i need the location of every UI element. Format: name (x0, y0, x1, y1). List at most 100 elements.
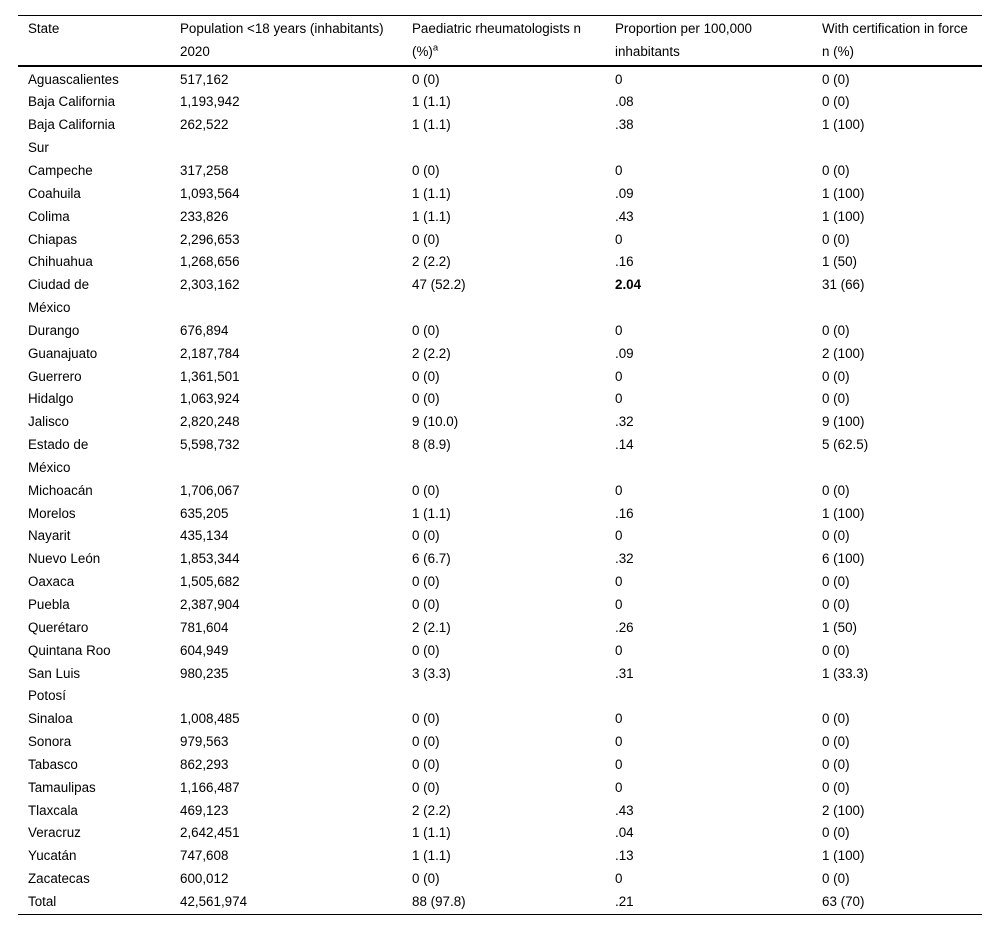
cell-proportion: 0 (615, 528, 623, 544)
cell-state: Durango (28, 322, 80, 338)
cell-state: Guanajuato (28, 345, 98, 361)
cell-state: Yucatán (28, 848, 77, 864)
table-row: Aguascalientes 517,162 0 (0) 0 0 (0) (18, 66, 982, 92)
table-row: Tabasco 862,293 0 (0) 0 0 (0) (18, 754, 982, 777)
cell-certification: 0 (0) (822, 734, 850, 750)
cell-certification: 0 (0) (822, 756, 850, 772)
cell-certification: 0 (0) (822, 322, 850, 338)
cell-certification: 2 (100) (822, 802, 865, 818)
table-row: Tlaxcala 469,123 2 (2.2) .43 2 (100) (18, 800, 982, 823)
cell-certification: 0 (0) (822, 574, 850, 590)
table-row: Yucatán 747,608 1 (1.1) .13 1 (100) (18, 845, 982, 868)
table-row: Guerrero 1,361,501 0 (0) 0 0 (0) (18, 366, 982, 389)
cell-population: 233,826 (180, 208, 229, 224)
cell-proportion: 0 (615, 779, 623, 795)
cell-state: Sinaloa (28, 711, 73, 727)
cell-rheumatologists: 0 (0) (412, 368, 440, 384)
cell-certification: 2 (100) (822, 345, 865, 361)
table-row: Guanajuato 2,187,784 2 (2.2) .09 2 (100) (18, 343, 982, 366)
cell-rheumatologists: 1 (1.1) (412, 117, 451, 133)
cell-population: 517,162 (180, 71, 229, 87)
cell-population: 42,561,974 (180, 893, 248, 909)
table-row: Tamaulipas 1,166,487 0 (0) 0 0 (0) (18, 777, 982, 800)
cell-proportion: .08 (615, 94, 634, 110)
cell-proportion: 0 (615, 391, 623, 407)
cell-certification: 0 (0) (822, 71, 850, 87)
cell-certification: 1 (33.3) (822, 665, 869, 681)
cell-rheumatologists: 1 (1.1) (412, 185, 451, 201)
cell-certification: 1 (100) (822, 208, 865, 224)
cell-certification: 6 (100) (822, 551, 865, 567)
cell-proportion: .26 (615, 619, 634, 635)
cell-proportion: .04 (615, 825, 634, 841)
column-header-rheumatologists-label: Paediatric rheumatologists n (%) (412, 21, 581, 59)
cell-population: 2,642,451 (180, 825, 240, 841)
cell-state: Colima (28, 208, 70, 224)
cell-state: Michoacán (28, 482, 93, 498)
cell-population: 676,894 (180, 322, 229, 338)
table-row: Veracruz 2,642,451 1 (1.1) .04 0 (0) (18, 822, 982, 845)
cell-proportion: .38 (615, 117, 634, 133)
cell-population: 5,598,732 (180, 437, 240, 453)
cell-certification: 0 (0) (822, 642, 850, 658)
cell-rheumatologists: 88 (97.8) (412, 893, 466, 909)
table-row: Estado de México 5,598,732 8 (8.9) .14 5 (62… (18, 434, 982, 480)
cell-proportion: .13 (615, 848, 634, 864)
cell-proportion: 0 (615, 597, 623, 612)
cell-population: 1,505,682 (180, 574, 240, 590)
cell-rheumatologists: 0 (0) (412, 391, 440, 407)
cell-proportion: .31 (615, 665, 634, 681)
column-header-state: State (18, 15, 170, 67)
cell-certification: 0 (0) (822, 528, 850, 544)
cell-state: Chiapas (28, 231, 78, 247)
column-header-proportion: Proportion per 100,000 inhabitants (605, 15, 812, 67)
cell-state: Baja California (28, 94, 116, 110)
cell-certification: 0 (0) (822, 162, 850, 178)
cell-certification: 1 (100) (822, 117, 865, 133)
cell-rheumatologists: 0 (0) (412, 322, 440, 338)
cell-state: Veracruz (28, 825, 81, 841)
cell-proportion: .32 (615, 551, 634, 567)
cell-state: Coahuila (28, 185, 81, 201)
cell-population: 435,134 (180, 528, 229, 544)
cell-population: 1,166,487 (180, 779, 240, 795)
table-row: Jalisco 2,820,248 9 (10.0) .32 9 (100) (18, 411, 982, 434)
cell-state: Nuevo León (28, 551, 101, 567)
column-header-population-label: Population <18 years (inhabitants) 2020 (180, 21, 384, 59)
table-row: San Luis Potosí 980,235 3 (3.3) .31 1 (33.3) (18, 663, 982, 709)
table-row: Quintana Roo 604,949 0 (0) 0 0 (0) (18, 640, 982, 663)
footnote-marker-a: a (432, 42, 439, 54)
cell-population: 1,268,656 (180, 254, 240, 270)
cell-state: Tlaxcala (28, 802, 78, 818)
cell-rheumatologists: 2 (2.2) (412, 802, 451, 818)
table-row: Campeche 317,258 0 (0) 0 0 (0) (18, 160, 982, 183)
cell-certification: 0 (0) (822, 871, 850, 887)
cell-certification: 0 (0) (822, 779, 850, 795)
cell-state: Querétaro (28, 619, 89, 635)
table-row: Querétaro 781,604 2 (2.1) .26 1 (50) (18, 617, 982, 640)
cell-proportion: 0 (615, 71, 623, 87)
cell-rheumatologists: 0 (0) (412, 528, 440, 544)
cell-rheumatologists: 2 (2.1) (412, 619, 451, 635)
cell-state: Campeche (28, 162, 93, 178)
cell-rheumatologists: 0 (0) (412, 642, 440, 658)
cell-population: 1,706,067 (180, 482, 240, 498)
cell-certification: 1 (50) (822, 619, 857, 635)
cell-rheumatologists: 8 (8.9) (412, 437, 451, 453)
cell-certification: 0 (0) (822, 231, 850, 247)
cell-rheumatologists: 0 (0) (412, 231, 440, 247)
cell-population: 862,293 (180, 756, 229, 772)
cell-rheumatologists: 0 (0) (412, 71, 440, 87)
cell-certification: 31 (66) (822, 277, 865, 293)
cell-proportion: 0 (615, 711, 623, 727)
cell-proportion: 2.04 (615, 277, 642, 293)
cell-state: Zacatecas (28, 871, 90, 887)
column-header-state-label: State (28, 21, 60, 36)
cell-proportion: .43 (615, 208, 634, 224)
cell-proportion: 0 (615, 231, 623, 247)
cell-proportion: 0 (615, 368, 623, 384)
table-row: Baja California Sur 262,522 1 (1.1) .38 1 (1… (18, 114, 982, 160)
cell-certification: 0 (0) (822, 597, 850, 612)
cell-proportion: 0 (615, 322, 623, 338)
cell-state: Nayarit (28, 528, 71, 544)
